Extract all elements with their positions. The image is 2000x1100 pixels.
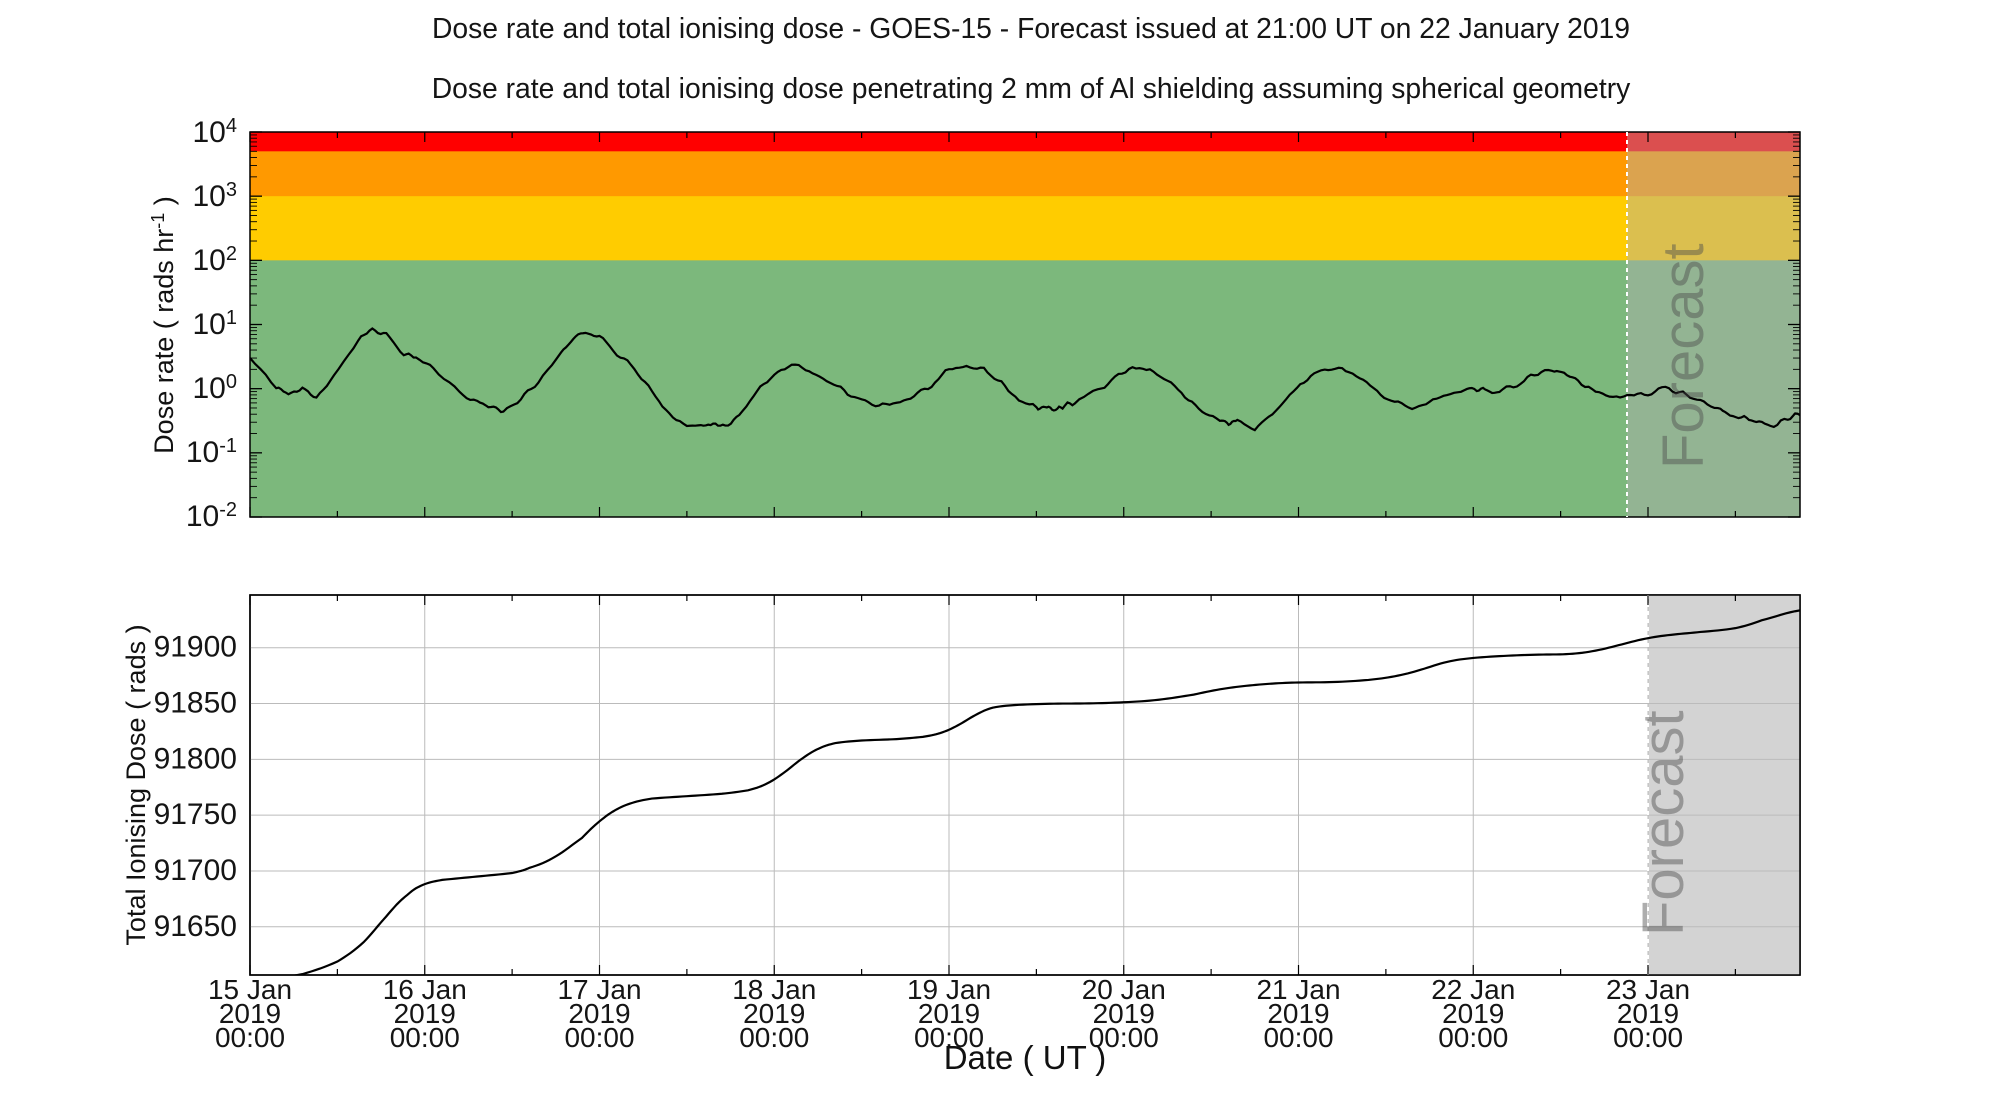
svg-text:00:00: 00:00: [1263, 1022, 1333, 1053]
svg-text:00:00: 00:00: [564, 1022, 634, 1053]
svg-text:101: 101: [193, 307, 238, 341]
svg-text:Forecast: Forecast: [1651, 243, 1716, 469]
svg-text:10-1: 10-1: [186, 435, 237, 469]
svg-text:103: 103: [193, 179, 238, 213]
svg-text:91850: 91850: [154, 687, 237, 720]
svg-text:100: 100: [193, 371, 238, 405]
svg-text:102: 102: [193, 243, 238, 277]
svg-text:Date ( UT ): Date ( UT ): [944, 1039, 1107, 1076]
svg-text:91750: 91750: [154, 798, 237, 831]
svg-text:91800: 91800: [154, 742, 237, 775]
svg-text:00:00: 00:00: [739, 1022, 809, 1053]
svg-text:Forecast: Forecast: [1631, 710, 1696, 936]
svg-text:Dose rate and total ionising d: Dose rate and total ionising dose - GOES…: [432, 12, 1630, 44]
svg-text:104: 104: [193, 115, 238, 149]
svg-text:00:00: 00:00: [215, 1022, 285, 1053]
svg-text:91900: 91900: [154, 631, 237, 664]
svg-text:91700: 91700: [154, 854, 237, 887]
svg-text:00:00: 00:00: [390, 1022, 460, 1053]
svg-text:00:00: 00:00: [1613, 1022, 1683, 1053]
svg-text:10-2: 10-2: [186, 499, 237, 533]
svg-text:00:00: 00:00: [1438, 1022, 1508, 1053]
svg-text:91650: 91650: [154, 910, 237, 943]
svg-text:Dose rate ( rads hr-1 ): Dose rate ( rads hr-1 ): [148, 196, 179, 454]
svg-text:Total Ionising Dose ( rads ): Total Ionising Dose ( rads ): [121, 624, 151, 945]
svg-text:Dose rate and total ionising d: Dose rate and total ionising dose penetr…: [432, 72, 1631, 104]
